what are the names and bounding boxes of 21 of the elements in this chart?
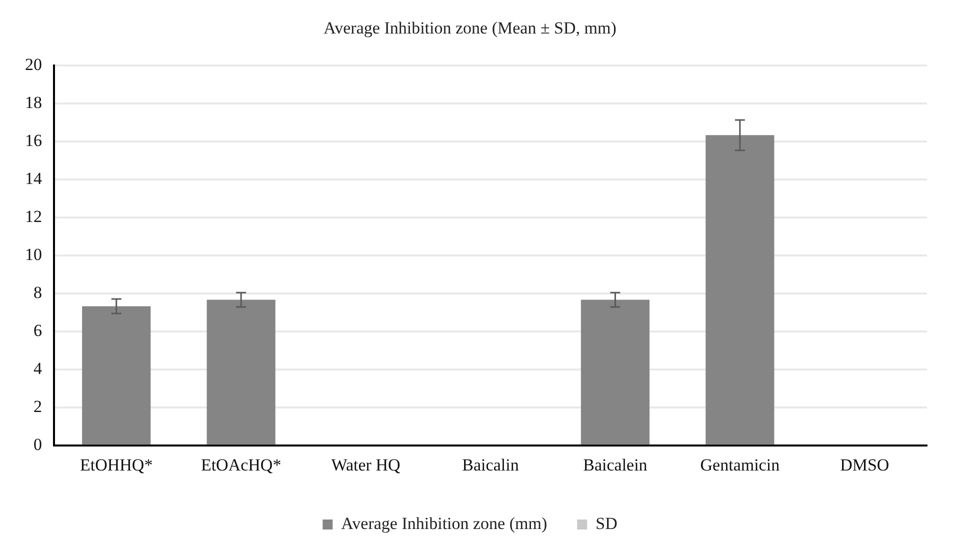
y-tick-label: 6 — [34, 321, 42, 340]
y-tick-label: 12 — [25, 206, 42, 226]
y-tick-label: 4 — [34, 359, 42, 378]
x-tick-label: Water HQ — [331, 455, 400, 474]
y-tick-label: 10 — [25, 244, 42, 264]
y-tick-label: 0 — [34, 435, 42, 454]
x-tick-label: Baicalin — [462, 455, 520, 474]
y-tick-label: 8 — [34, 282, 42, 302]
legend-label: SD — [596, 514, 618, 533]
y-tick-label: 14 — [25, 168, 42, 188]
x-tick-label: DMSO — [840, 455, 890, 474]
y-tick-label: 16 — [25, 130, 42, 150]
x-tick-label: EtOAcHQ* — [200, 455, 282, 474]
x-tick-label: Baicalein — [583, 455, 648, 474]
chart-title: Average Inhibition zone (Mean ± SD, mm) — [324, 18, 616, 38]
x-tick-label: Gentamicin — [700, 455, 780, 474]
y-tick-label: 2 — [34, 397, 42, 416]
x-tick-label: EtOHHQ* — [80, 455, 153, 474]
y-tick-label: 18 — [25, 92, 42, 112]
legend-label: Average Inhibition zone (mm) — [341, 514, 548, 533]
y-tick-label: 20 — [25, 54, 42, 74]
